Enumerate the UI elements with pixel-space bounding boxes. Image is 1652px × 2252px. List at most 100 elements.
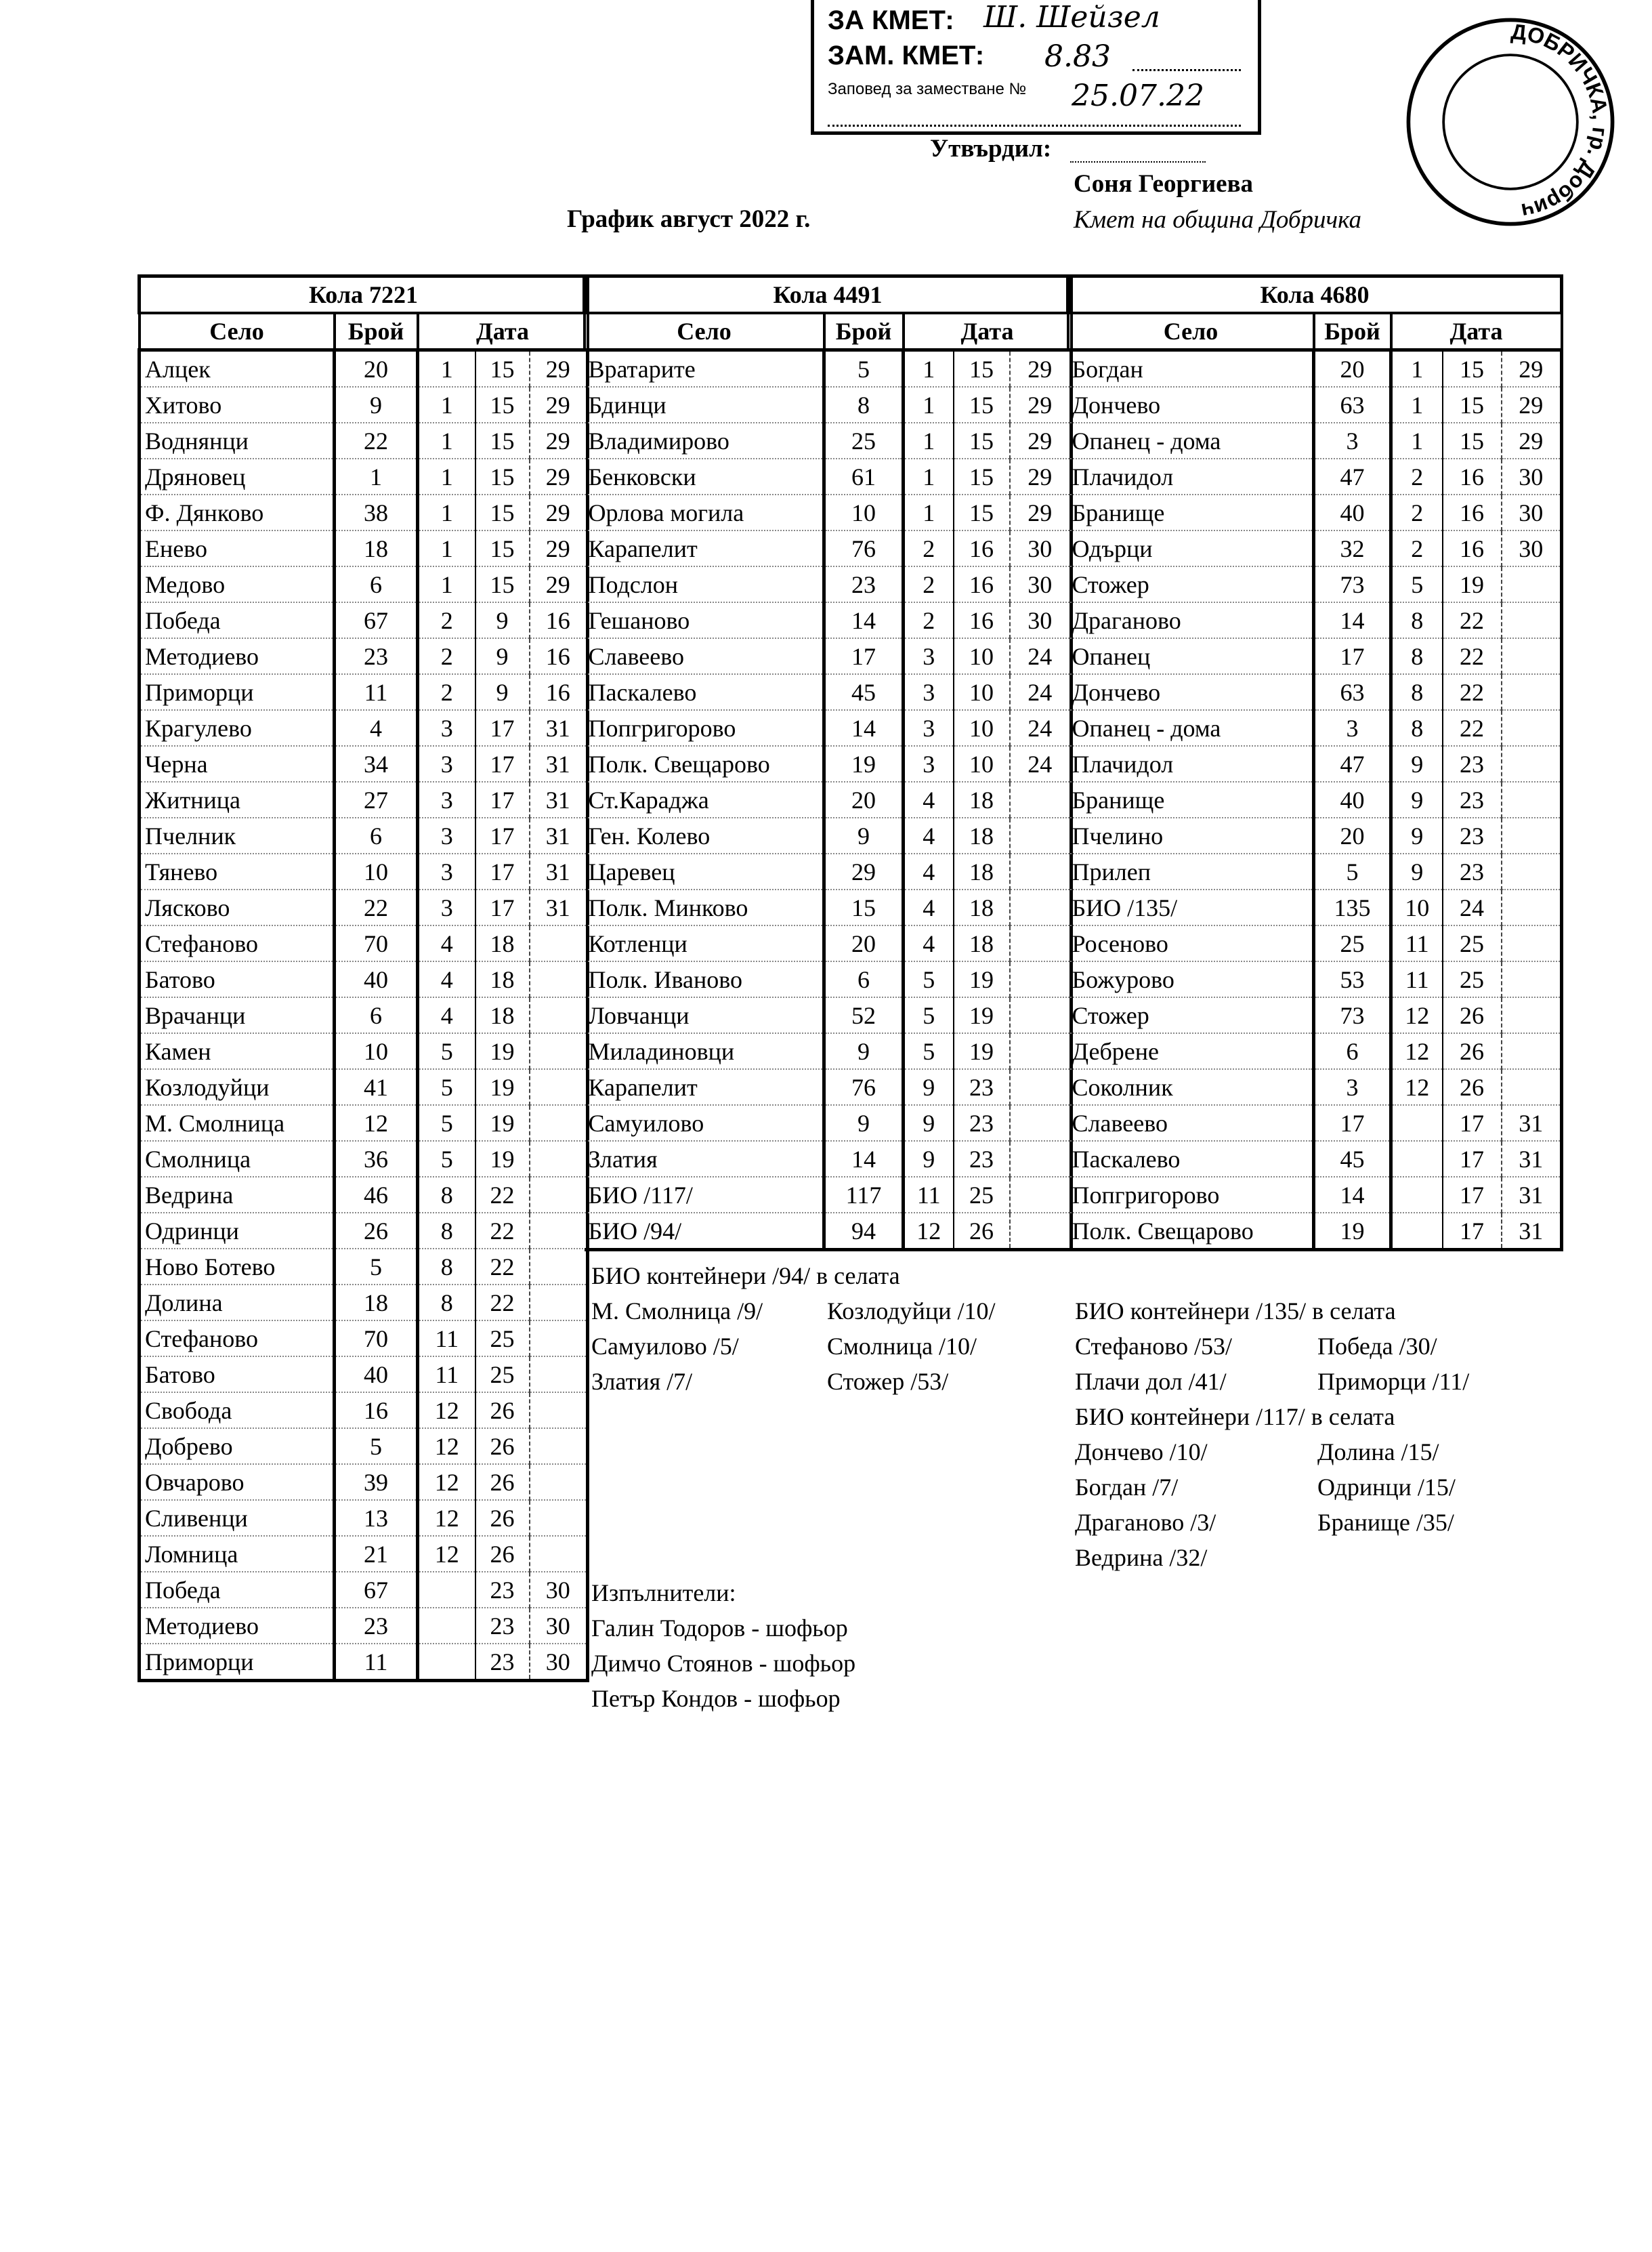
date-cell: 8	[1391, 710, 1443, 747]
date-cell: 30	[529, 1572, 590, 1608]
count-cell: 14	[824, 710, 905, 747]
table-row: Методиево 23 2 9 16	[137, 638, 590, 675]
count-cell: 76	[824, 1069, 905, 1106]
date-cell: 19	[953, 1033, 1011, 1070]
date-cell: 16	[529, 638, 590, 675]
table-row: Сливенци 13 12 26	[137, 1500, 590, 1537]
date-cell: 18	[953, 854, 1011, 890]
date-cell: 23	[1442, 782, 1502, 818]
date-cell	[1009, 1177, 1074, 1213]
date-cell: 16	[529, 602, 590, 639]
stamp-dotted-line	[828, 125, 1241, 127]
date-cell	[1501, 1069, 1564, 1106]
date-cell: 15	[953, 350, 1011, 388]
date-cell: 30	[1501, 459, 1564, 495]
bio-container-item: Богдан /7/	[1075, 1474, 1179, 1501]
count-cell: 22	[334, 890, 419, 926]
date-cell: 24	[1009, 674, 1074, 711]
date-cell: 22	[475, 1285, 530, 1321]
count-cell: 6	[334, 566, 419, 603]
village-cell: Подслон	[584, 566, 826, 603]
count-cell: 18	[334, 1285, 419, 1321]
village-cell: БИО /135/	[1067, 890, 1315, 926]
date-cell: 25	[1442, 961, 1502, 998]
date-cell: 19	[475, 1033, 530, 1070]
count-cell: 73	[1313, 566, 1393, 603]
stamp-deputy-mayor: ЗАМ. КМЕТ:	[828, 41, 985, 70]
date-cell: 23	[1442, 854, 1502, 890]
schedule-table-vehicle-7221: Кола 7221 Село Брой Дата Алцек 20 1 15 29 Хитово 9…	[137, 274, 590, 1682]
village-cell: Воднянци	[137, 423, 336, 459]
date-cell: 5	[1391, 566, 1443, 603]
village-cell: БИО /94/	[584, 1213, 826, 1251]
village-cell: Пчелник	[137, 818, 336, 854]
date-cell: 1	[1391, 387, 1443, 423]
village-cell: Победа	[137, 1572, 336, 1608]
table-row: Бдинци 8 1 15 29	[584, 387, 1074, 423]
schedule-table-vehicle-4680: Кола 4680 Село Брой Дата Богдан 20 1 15 29 Дончев…	[1065, 274, 1564, 1251]
date-cell: 29	[529, 423, 590, 459]
date-cell: 11	[1391, 961, 1443, 998]
table-row: Ф. Дянково 38 1 15 29	[137, 495, 590, 531]
table-row: Владимирово 25 1 15 29	[584, 423, 1074, 459]
table-row: Самуилово 9 9 23	[584, 1105, 1074, 1142]
count-cell: 13	[334, 1500, 419, 1537]
village-cell: Ловчанци	[584, 997, 826, 1034]
date-cell: 26	[475, 1500, 530, 1537]
count-cell: 5	[824, 350, 905, 388]
date-cell: 4	[903, 925, 954, 962]
village-cell: Богдан	[1067, 350, 1315, 388]
approval-stamp-box: ЗА КМЕТ: Ш. Шейзел ЗАМ. КМЕТ: 8.83 Запов…	[811, 0, 1261, 135]
table-row: Полк. Иваново 6 5 19	[584, 961, 1074, 998]
village-cell: Стожер	[1067, 997, 1315, 1034]
date-cell: 23	[475, 1644, 530, 1682]
count-cell: 12	[334, 1105, 419, 1142]
svg-text:ДОБРИЧКА, гр. Добрич: ДОБРИЧКА, гр. Добрич	[1510, 19, 1613, 224]
table-row: Приморци 11 23 30	[137, 1644, 590, 1682]
count-cell: 32	[1313, 530, 1393, 567]
municipal-seal: ДОБРИЧКА, гр. Добрич	[1406, 18, 1615, 226]
date-cell: 24	[1009, 638, 1074, 675]
executors-title: Изпълнители:	[591, 1579, 736, 1606]
date-cell: 15	[953, 423, 1011, 459]
count-cell: 9	[824, 1033, 905, 1070]
table-title: Кола 4680	[1065, 274, 1564, 314]
count-cell: 20	[824, 925, 905, 962]
date-cell: 5	[903, 961, 954, 998]
date-cell	[1501, 674, 1564, 711]
date-cell: 26	[1442, 997, 1502, 1034]
village-cell: Крагулево	[137, 710, 336, 747]
village-cell: Вратарите	[584, 350, 826, 388]
count-cell: 67	[334, 602, 419, 639]
date-cell: 17	[475, 854, 530, 890]
column-header-row: Село Брой Дата	[1066, 312, 1563, 352]
table-row: Стожер 73 5 19	[1067, 566, 1564, 603]
date-cell: 11	[903, 1177, 954, 1213]
table-row: Плачидол 47 9 23	[1067, 746, 1564, 783]
village-cell: Котленци	[584, 925, 826, 962]
village-cell: БИО /117/	[584, 1177, 826, 1213]
date-cell: 31	[1501, 1213, 1564, 1251]
date-cell: 2	[903, 602, 954, 639]
table-row: Крагулево 4 3 17 31	[137, 710, 590, 747]
village-cell: Хитово	[137, 387, 336, 423]
date-cell	[1501, 854, 1564, 890]
table-row: Опанец 17 8 22	[1067, 638, 1564, 675]
date-cell	[1009, 782, 1074, 818]
date-cell: 2	[1391, 459, 1443, 495]
date-cell: 16	[953, 602, 1011, 639]
bio-container-item: Козлодуйци /10/	[827, 1297, 996, 1325]
table-row: Алцек 20 1 15 29	[137, 350, 590, 388]
village-cell: Ломница	[137, 1536, 336, 1572]
date-cell: 3	[417, 710, 476, 747]
date-cell: 4	[417, 997, 476, 1034]
table-row: Соколник 3 12 26	[1067, 1069, 1564, 1106]
table-row: Росеново 25 11 25	[1067, 925, 1564, 962]
village-cell: Бранище	[1067, 495, 1315, 531]
date-cell: 29	[529, 530, 590, 567]
village-cell: Алцек	[137, 350, 336, 388]
count-cell: 17	[1313, 638, 1393, 675]
stamp-for-mayor: ЗА КМЕТ:	[828, 5, 954, 35]
count-cell: 20	[334, 350, 419, 388]
column-header-date: Дата	[902, 312, 1073, 352]
